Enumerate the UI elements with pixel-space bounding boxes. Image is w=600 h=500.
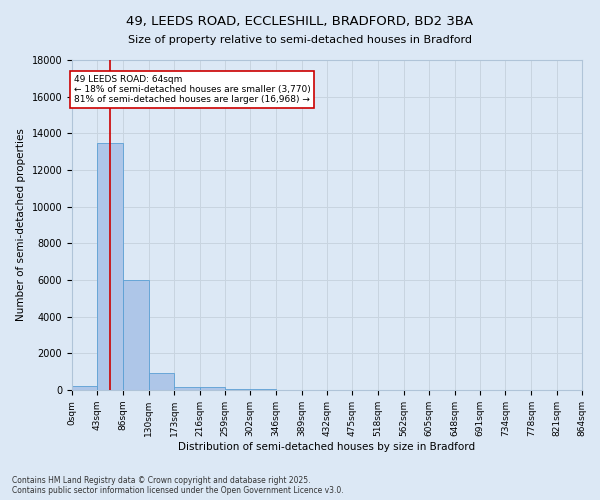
Bar bbox=[250, 389, 276, 390]
Bar bbox=[174, 387, 199, 390]
Bar bbox=[225, 388, 250, 390]
Bar bbox=[149, 372, 174, 390]
Bar bbox=[72, 386, 97, 390]
Text: Contains HM Land Registry data © Crown copyright and database right 2025.
Contai: Contains HM Land Registry data © Crown c… bbox=[12, 476, 344, 495]
Bar bbox=[123, 280, 149, 390]
Y-axis label: Number of semi-detached properties: Number of semi-detached properties bbox=[16, 128, 26, 322]
X-axis label: Distribution of semi-detached houses by size in Bradford: Distribution of semi-detached houses by … bbox=[178, 442, 476, 452]
Bar bbox=[97, 142, 123, 390]
Text: 49, LEEDS ROAD, ECCLESHILL, BRADFORD, BD2 3BA: 49, LEEDS ROAD, ECCLESHILL, BRADFORD, BD… bbox=[127, 15, 473, 28]
Bar bbox=[199, 387, 225, 390]
Text: 49 LEEDS ROAD: 64sqm
← 18% of semi-detached houses are smaller (3,770)
81% of se: 49 LEEDS ROAD: 64sqm ← 18% of semi-detac… bbox=[74, 74, 311, 104]
Text: Size of property relative to semi-detached houses in Bradford: Size of property relative to semi-detach… bbox=[128, 35, 472, 45]
